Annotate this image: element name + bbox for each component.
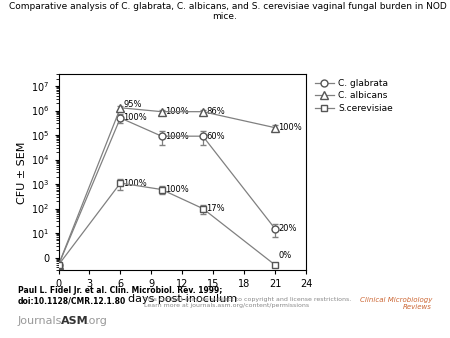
Text: 20%: 20% [278, 224, 297, 233]
Legend: C. glabrata, C. albicans, S.cerevisiae: C. glabrata, C. albicans, S.cerevisiae [315, 79, 393, 113]
Text: 100%: 100% [278, 123, 302, 132]
Text: Comparative analysis of C. glabrata, C. albicans, and S. cerevisiae vaginal fung: Comparative analysis of C. glabrata, C. … [9, 2, 447, 11]
Text: 100%: 100% [165, 107, 189, 116]
Text: ASM: ASM [61, 316, 88, 326]
Text: This content may be subject to copyright and license restrictions.
Learn more at: This content may be subject to copyright… [144, 297, 351, 308]
Text: 0%: 0% [278, 251, 292, 260]
Text: 95%: 95% [123, 100, 142, 110]
Text: 100%: 100% [165, 185, 189, 194]
Text: 17%: 17% [206, 204, 225, 213]
Y-axis label: CFU ± SEM: CFU ± SEM [17, 141, 27, 203]
Text: Journals.: Journals. [18, 316, 66, 326]
Text: 100%: 100% [165, 132, 189, 141]
Text: 100%: 100% [123, 178, 147, 188]
Text: 60%: 60% [206, 132, 225, 141]
Text: Paul L. Fidel Jr. et al. Clin. Microbiol. Rev. 1999;
doi:10.1128/CMR.12.1.80: Paul L. Fidel Jr. et al. Clin. Microbiol… [18, 286, 222, 305]
X-axis label: days post-inoculum: days post-inoculum [128, 294, 237, 304]
Text: .org: .org [86, 316, 108, 326]
Text: 100%: 100% [123, 114, 147, 122]
Text: 86%: 86% [206, 107, 225, 116]
Text: Clinical Microbiology
Reviews: Clinical Microbiology Reviews [360, 297, 432, 310]
Text: mice.: mice. [212, 12, 238, 21]
